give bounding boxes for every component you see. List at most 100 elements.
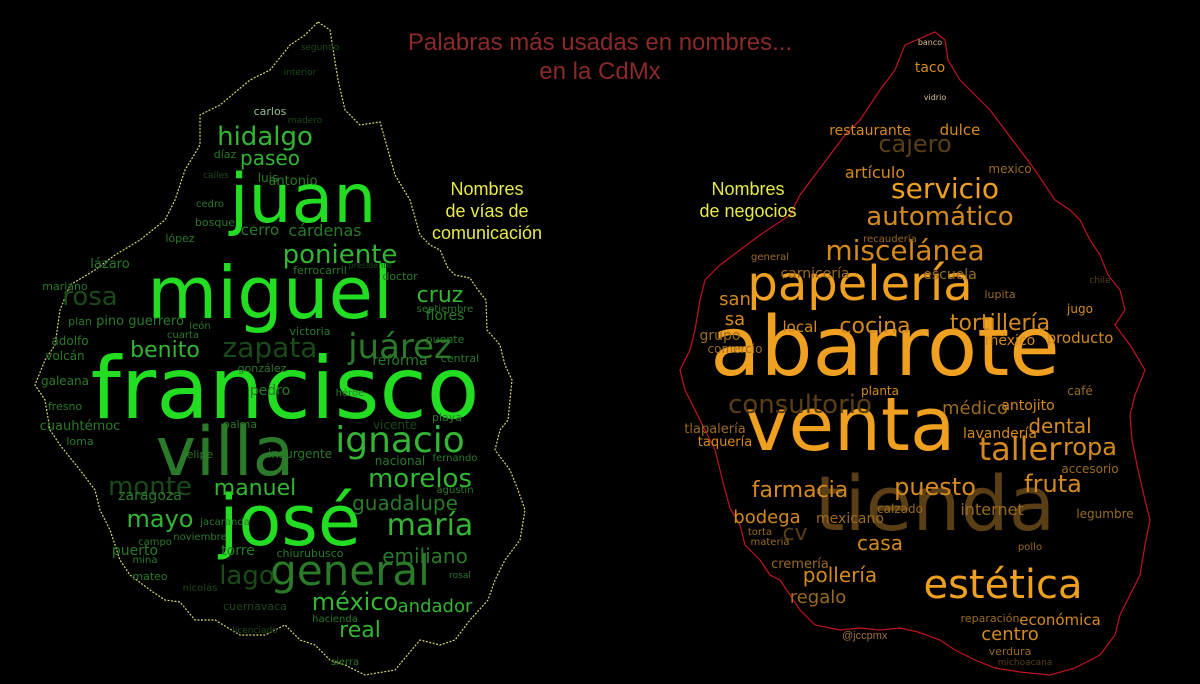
left-word: agustín (436, 484, 473, 496)
right-word: fruta (1024, 470, 1082, 498)
left-word: monte (108, 472, 192, 502)
left-word: hacienda (312, 614, 358, 625)
right-word: casa (857, 531, 903, 555)
right-word: tienda (815, 459, 1056, 548)
left-word: ferrocarril (293, 264, 347, 277)
left-word: pedro (250, 383, 290, 399)
left-word: rosal (449, 571, 471, 581)
right-word: san (719, 289, 751, 310)
right-word: bodega (733, 507, 800, 528)
left-word: reforma (372, 353, 427, 369)
figure-title: Palabras más usadas en nombres... en la … (300, 28, 900, 86)
right-word: accesorio (1061, 462, 1118, 476)
left-word: cuernavaca (223, 600, 287, 613)
left-word: villa (156, 413, 295, 492)
left-word: paseo (240, 146, 300, 170)
right-word: pollo (1018, 542, 1042, 553)
right-word: taller (979, 430, 1063, 468)
right-word: verdura (989, 645, 1032, 658)
right-word: restaurante (829, 123, 911, 139)
right-word: farmacia (752, 478, 849, 503)
right-caption-line-2: de negocios (699, 201, 797, 221)
right-word: antojito (1001, 398, 1054, 414)
left-word: manuel (214, 476, 296, 501)
right-word: tlapalería (684, 422, 745, 437)
right-word: materia (751, 537, 790, 548)
left-word: morelos (368, 464, 472, 494)
right-word: grupo (700, 328, 741, 344)
left-caption-line-2: de vías de (445, 201, 529, 221)
left-word: vicente (373, 418, 417, 432)
left-word: septiembre (417, 304, 474, 315)
left-word: fresno (48, 400, 83, 413)
title-line-1: Palabras más usadas en nombres... (407, 29, 793, 56)
left-word: general (270, 546, 430, 595)
left-word: lago (219, 561, 275, 591)
right-word: mexico (988, 162, 1031, 176)
right-word: banco (918, 38, 942, 47)
right-word: legumbre (1076, 507, 1133, 521)
left-word: león (189, 320, 210, 332)
left-word: poniente (283, 240, 398, 270)
left-word: palma (223, 418, 257, 431)
left-word: nicolás (183, 582, 218, 594)
left-word: jacaranda (199, 517, 250, 528)
left-word: mariano (42, 280, 88, 293)
right-word: sa (725, 309, 745, 330)
right-word: torta (748, 527, 772, 538)
right-word: regalo (790, 587, 847, 608)
right-word: miscelánea (825, 234, 984, 267)
right-word: chile (1089, 276, 1111, 286)
left-word: cerro (241, 221, 279, 239)
right-word: taco (915, 60, 945, 76)
right-word: ropa (1063, 433, 1117, 461)
left-word: josé (217, 480, 361, 562)
left-word: central (441, 352, 479, 365)
right-word: centro (981, 624, 1038, 645)
left-word: loma (66, 435, 93, 448)
right-word: puesto (894, 473, 976, 501)
left-word: victoria (290, 325, 331, 338)
left-word: hidalgo (217, 122, 313, 152)
right-word: comercio (708, 342, 763, 356)
left-word: méxico (312, 588, 398, 616)
left-word: real (339, 618, 381, 643)
right-word: pollería (803, 563, 877, 587)
right-word: escuela (923, 267, 977, 283)
left-word: guadalupe (352, 491, 458, 515)
right-word: lavandería (963, 426, 1037, 442)
right-word: jugo (1066, 302, 1093, 316)
left-word: galeana (41, 374, 89, 388)
left-word: interior (284, 68, 317, 78)
left-word: puente (426, 333, 465, 346)
right-word: carnicería (780, 266, 849, 282)
left-word: segundo (301, 43, 340, 53)
right-word: michoacana (998, 658, 1053, 668)
left-word: calles (203, 171, 229, 181)
right-caption-line-1: Nombres (711, 179, 785, 199)
right-word: estética (923, 562, 1082, 608)
left-word: benito (130, 338, 200, 363)
right-word: cremería (771, 557, 829, 572)
left-word: juárez (347, 327, 452, 367)
right-word: cv (782, 521, 807, 546)
right-word: venta (745, 382, 956, 468)
left-word: fernando (433, 453, 478, 464)
left-word: bosque (195, 216, 235, 229)
left-word: volcán (45, 349, 84, 363)
left-word: felipe (183, 448, 214, 461)
left-word: andador (398, 596, 473, 617)
right-word: internet (960, 500, 1023, 519)
left-caption: Nombres de vías de comunicación (412, 178, 562, 244)
left-word: puerto (112, 543, 158, 559)
left-map-outline (34, 21, 526, 676)
right-word: consultorio (728, 390, 872, 420)
right-word: general (751, 252, 789, 263)
left-word: noviembre (173, 532, 226, 543)
left-word: torre (221, 543, 255, 559)
left-word: insurgente (268, 447, 332, 461)
right-word: dulce (940, 121, 981, 139)
right-word: planta (861, 384, 899, 398)
right-word: calzado (877, 502, 923, 516)
